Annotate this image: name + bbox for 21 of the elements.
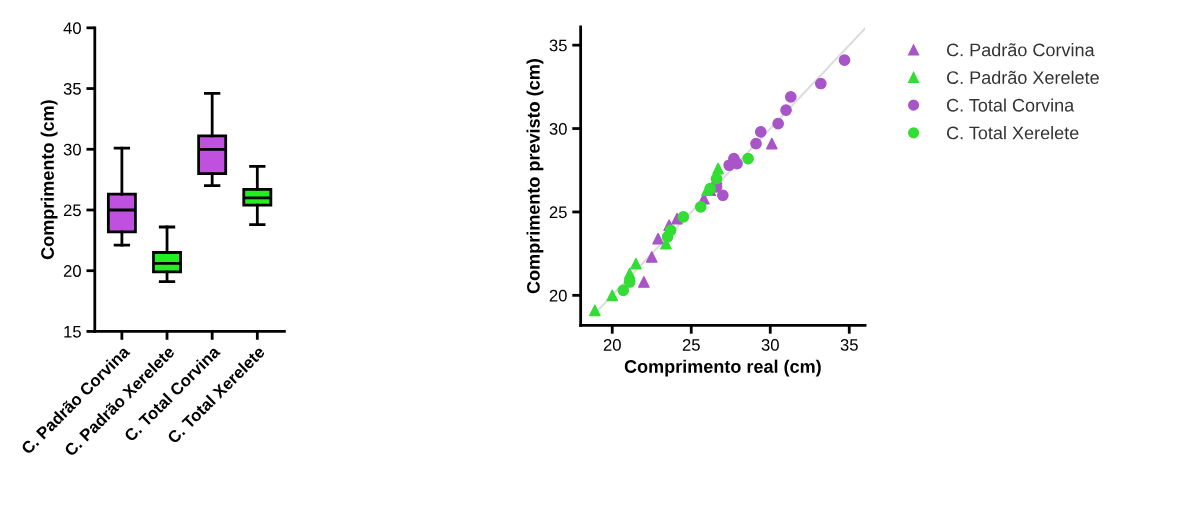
x-tick-label: 25 (682, 338, 700, 351)
y-tick-label: 20 (63, 265, 81, 277)
y-tick-label: 30 (63, 143, 81, 156)
x-tick-label: 30 (761, 338, 779, 351)
x-axis-title: Comprimento real (cm) (624, 359, 821, 377)
y-tick-label: 25 (549, 206, 567, 219)
legend-label: C. Padrão Xerelete (946, 70, 1099, 84)
y-tick-label: 40 (63, 22, 81, 35)
y-axis-title: Comprimento previsto (cm) (526, 59, 544, 294)
legend-label: C. Total Corvina (946, 98, 1075, 112)
y-tick-label: 20 (549, 289, 567, 302)
y-tick-label: 30 (549, 122, 567, 135)
legend-label: C. Padrão Corvina (946, 43, 1095, 57)
y-axis-title: Comprimento (cm) (40, 100, 58, 260)
y-tick-label: 15 (64, 326, 81, 338)
x-tick-label: 20 (603, 338, 621, 351)
y-tick-label: 35 (63, 82, 81, 95)
x-tick-label: 35 (840, 338, 858, 351)
y-tick-label: 25 (63, 204, 81, 217)
legend-label: C. Total Xerelete (946, 126, 1079, 140)
y-tick-label: 35 (549, 39, 567, 52)
